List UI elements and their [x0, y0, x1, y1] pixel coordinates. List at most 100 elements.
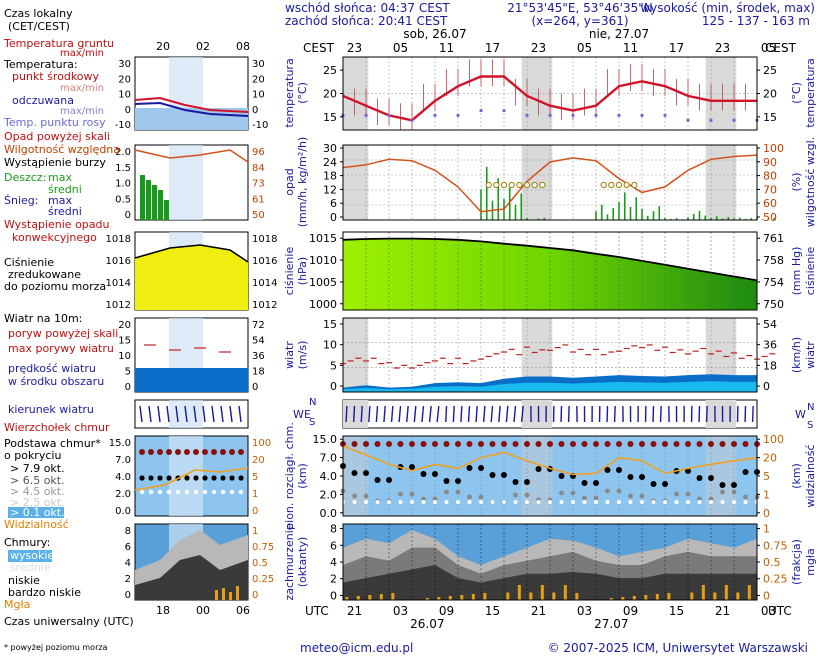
legend-axis-right: 72 [252, 320, 265, 331]
wind-arrow [383, 405, 386, 423]
grid-text: (x=264, y=361) [531, 14, 628, 28]
axis-tick-right: 50 [763, 211, 777, 224]
cloud-base-marker [409, 491, 415, 497]
fog-unit: (frakcja) [790, 539, 803, 585]
cumulus-top-marker [478, 441, 484, 447]
axis-tick-left: 0 [330, 380, 337, 393]
axis-tick-left: 30 [323, 142, 337, 155]
cloud-base-marker [708, 496, 714, 502]
wind-arrow [421, 405, 425, 423]
legend-base-marker [166, 475, 172, 481]
legend-base-marker [184, 489, 190, 495]
cloud-base-marker [559, 500, 564, 504]
axis-tick-right: 750 [763, 298, 784, 311]
cloud-base-marker [743, 500, 748, 504]
local-time-tick: 05 [393, 41, 408, 55]
axis-tick-left: 1005 [309, 276, 337, 289]
cumulus-top-marker [397, 441, 404, 447]
legend-axis-left: 20 [118, 320, 131, 331]
cloud-base-marker [536, 500, 541, 504]
axis-tick-right: 0 [763, 589, 770, 602]
legend-axis-left: 8 [125, 526, 131, 537]
wind-arrow [567, 405, 570, 423]
precip-label: opad [283, 168, 296, 195]
legend-o65: > 6.5 okt. [10, 474, 65, 487]
fog-bar [437, 597, 441, 600]
legend-axis-left: -10 [115, 120, 131, 131]
legend-tick-local: 08 [236, 40, 250, 53]
cumulus-top-marker [432, 441, 438, 447]
wind-arrow [475, 405, 478, 423]
legend-axis-right: 0 [252, 506, 258, 517]
local-time-tick: 11 [439, 41, 454, 55]
wind-arrow [368, 405, 371, 423]
legend-ground: Temperatura gruntu [3, 37, 114, 50]
axis-tick-right: 1 [763, 488, 770, 501]
legend-axis-right: 73 [252, 179, 265, 190]
cloud-base-marker [535, 466, 542, 472]
legend-axis-left: 0 [125, 590, 131, 601]
legend-humidity: Wilgotność względna [4, 143, 120, 156]
legend-axis-left: 0 [125, 105, 131, 116]
cloud-base-marker [398, 491, 403, 497]
legend-axis-right: 1012 [252, 300, 277, 311]
axis-tick-right: 0 [763, 507, 770, 520]
legend-axis-right: 36 [252, 351, 265, 362]
legend-snow-max: max [48, 194, 72, 207]
cover-unit: (oktanty) [296, 537, 309, 588]
cloud-base-marker [571, 500, 575, 504]
cloud-base-marker [501, 472, 507, 478]
vis-unit: (km) [790, 463, 803, 489]
axis-tick-left: 0 [330, 211, 337, 224]
legend-temp-line [134, 96, 249, 113]
cloud-base-marker [421, 496, 426, 502]
legend-rain-bar [146, 180, 151, 220]
local-time-tick: 17 [485, 41, 500, 55]
utc-label: Czas uniwersalny (UTC) [4, 615, 134, 628]
wind-arrow [490, 405, 494, 423]
cloud-base-marker [409, 464, 415, 470]
cloud-base-marker [420, 471, 427, 477]
wind-arrow [390, 405, 394, 423]
axis-tick-right: 20 [763, 88, 777, 101]
cloud-base-marker [352, 500, 357, 504]
fog-bar [356, 596, 360, 600]
cloud-base-marker [582, 495, 587, 501]
legend-pressure-2: zredukowane [8, 268, 81, 281]
axis-tick-left: 2.0 [320, 488, 338, 501]
fog-bar [690, 592, 694, 600]
day2-bottom: 27.07 [594, 617, 628, 631]
email-link[interactable]: meteo@icm.edu.pl [300, 641, 413, 655]
sunset-text: zachód słońca: 20:41 CEST [285, 14, 448, 28]
legend-direction: kierunek wiatru [8, 403, 94, 416]
cloud-base-marker [651, 500, 656, 504]
legend-cumulus: Wierzchołek chmur [4, 421, 110, 434]
axis-tick-right: 60 [763, 197, 777, 210]
altitude-title: wysokość (min, środek, max) [640, 1, 815, 15]
legend-snow-mean: średni [48, 205, 82, 218]
wind-arrow [460, 405, 463, 423]
legend-tick-utc: 00 [196, 604, 210, 617]
wind-direction-panel: NSW E WNS [293, 397, 814, 431]
cumulus-top-marker [731, 441, 737, 447]
legend-base-marker [139, 489, 145, 495]
legend-wind-arrow [139, 405, 143, 423]
utc-time-tick: 09 [623, 604, 638, 618]
legend-fog: Mgła [4, 598, 30, 611]
cloud-base-marker [696, 475, 703, 481]
cumulus-top-marker [374, 441, 381, 447]
cloud-base-marker [697, 500, 702, 504]
legend-cumulus-marker [184, 449, 190, 455]
fog-bar [655, 594, 659, 600]
legend-base-marker [229, 475, 235, 481]
axis-tick-right: 758 [763, 254, 784, 267]
legend-rain-bar [140, 175, 145, 220]
legend-axis-right: 0.5 [252, 558, 268, 569]
axis-tick-right: 0.5 [763, 556, 781, 569]
fog-bar [540, 585, 544, 600]
cloud-base-marker [685, 491, 691, 497]
axis-tick-left: 4.0 [320, 470, 338, 483]
day1-top: sob, 26.07 [403, 27, 466, 41]
fog-bar [724, 585, 728, 600]
fog-bar [379, 594, 383, 600]
